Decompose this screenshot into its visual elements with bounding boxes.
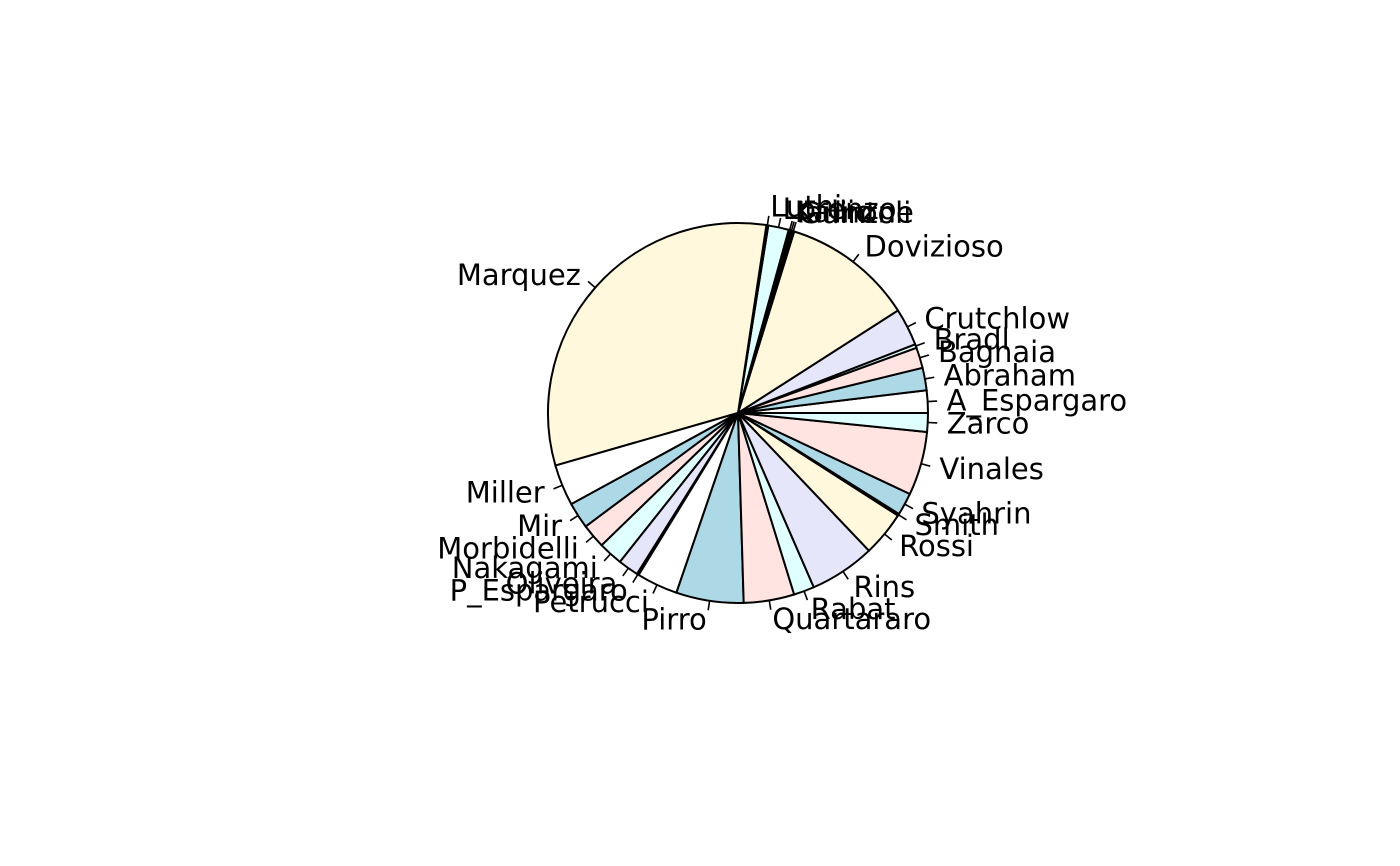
pie-tick-quartararo bbox=[768, 600, 772, 610]
pie-tick-iannone bbox=[790, 221, 795, 231]
pie-tick-marquez bbox=[587, 280, 596, 289]
pie-tick-crutchlow bbox=[907, 321, 917, 328]
pie-label-dovizioso: Dovizioso bbox=[865, 230, 1004, 264]
pie-label-marquez: Marquez bbox=[457, 258, 581, 292]
pie-tick-petrucci bbox=[652, 584, 658, 594]
pie-label-zarco: Zarco bbox=[947, 406, 1030, 440]
pie-label-nakagami: Nakagami bbox=[452, 551, 598, 585]
pie-tick-rossi bbox=[883, 533, 893, 541]
pie-label-kallio: Kallio bbox=[795, 195, 873, 229]
pie-label-miller: Miller bbox=[466, 476, 545, 510]
pie-label-syahrin: Syahrin bbox=[921, 496, 1031, 530]
pie-tick-syahrin bbox=[904, 503, 914, 510]
pie-label-guintoli: Guintoli bbox=[799, 196, 912, 230]
pie-slice-marquez bbox=[547, 222, 768, 467]
pie-tick-smith bbox=[898, 514, 907, 521]
pie-tick-dovizioso bbox=[852, 253, 860, 263]
pie-tick-guintoli bbox=[792, 221, 797, 232]
slices-layer bbox=[547, 222, 930, 604]
pie-label-crutchlow: Crutchlow bbox=[924, 301, 1070, 335]
pie-tick-miller bbox=[553, 484, 563, 490]
pie-tick-a-espargaro bbox=[927, 400, 938, 403]
pie-tick-vinales bbox=[920, 462, 931, 468]
pie-tick-kallio bbox=[788, 220, 793, 231]
pie-label-smith: Smith bbox=[914, 508, 998, 542]
pie-label-abraham: Abraham bbox=[944, 359, 1076, 393]
pie-label-mir: Mir bbox=[517, 509, 562, 543]
ticks-layer bbox=[553, 215, 938, 611]
pie-slice-dovizioso bbox=[736, 230, 900, 416]
pie-tick-luthi bbox=[766, 215, 770, 226]
pie-tick-pirro bbox=[707, 600, 711, 611]
pie-tick-lorenzo bbox=[777, 217, 782, 228]
pie-tick-p-espargaro bbox=[632, 574, 639, 583]
pie-label-lorenzo: Lorenzo bbox=[783, 192, 897, 226]
pie-label-pirro: Pirro bbox=[641, 603, 706, 637]
pie-tick-bradl bbox=[915, 341, 925, 347]
pie-label-a-espargaro: A_Espargaro bbox=[947, 383, 1128, 417]
pie-label-bradl: Bradl bbox=[934, 322, 1010, 356]
pie-label-luthi: Luthi bbox=[770, 190, 842, 224]
pie-label-rabat: Rabat bbox=[811, 592, 896, 626]
pie-tick-abraham bbox=[924, 376, 935, 380]
pie-label-vinales: Vinales bbox=[939, 452, 1043, 486]
pie-label-p-espargaro: P_Espargaro bbox=[450, 574, 628, 608]
pie-label-bagnaia: Bagnaia bbox=[938, 335, 1056, 369]
pie-label-iannone: Iannone bbox=[797, 195, 914, 229]
pie-tick-mir bbox=[569, 514, 579, 522]
pie-label-oliveira: Oliveira bbox=[506, 567, 618, 601]
pie-tick-bagnaia bbox=[919, 354, 930, 359]
pie-tick-oliveira bbox=[622, 567, 629, 577]
pie-tick-nakagami bbox=[603, 553, 612, 562]
pie-tick-rabat bbox=[803, 590, 809, 601]
pie-label-rins: Rins bbox=[853, 570, 915, 604]
pie-label-petrucci: Petrucci bbox=[533, 585, 649, 619]
pie-label-rossi: Rossi bbox=[899, 529, 974, 563]
pie-label-quartararo: Quartararo bbox=[772, 602, 931, 636]
pie-label-morbidelli: Morbidelli bbox=[437, 532, 579, 566]
pie-tick-rins bbox=[842, 570, 849, 580]
pie-tick-morbidelli bbox=[585, 535, 594, 543]
